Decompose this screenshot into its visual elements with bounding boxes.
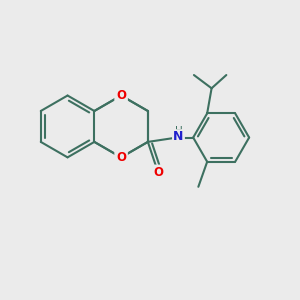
- Text: N: N: [173, 130, 184, 143]
- Text: O: O: [116, 151, 126, 164]
- Text: O: O: [153, 167, 163, 179]
- Text: O: O: [116, 89, 126, 102]
- Text: H: H: [175, 126, 182, 136]
